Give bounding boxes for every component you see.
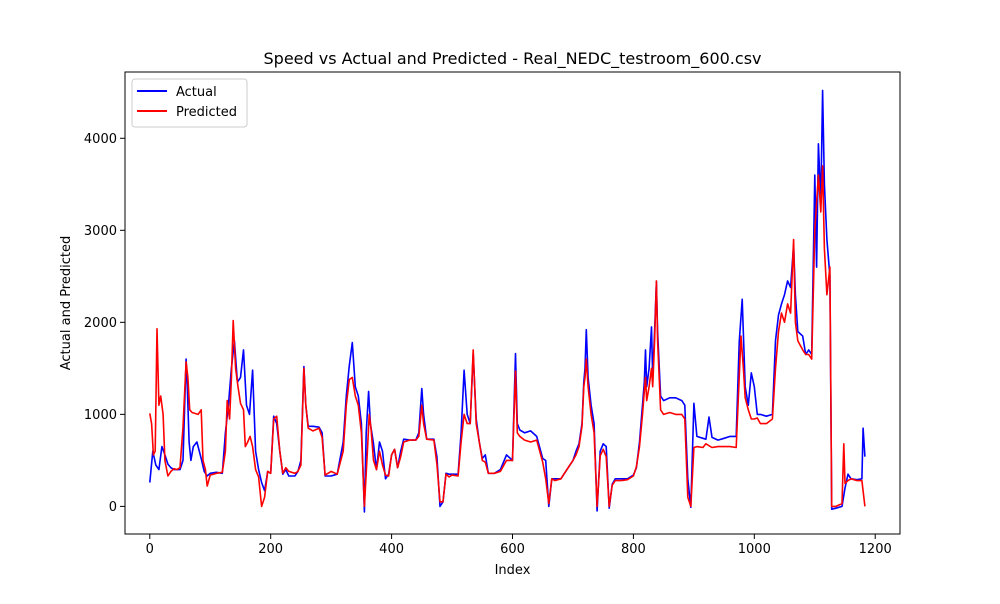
chart-title: Speed vs Actual and Predicted - Real_NED… <box>264 49 762 69</box>
y-axis-ticks: 0 1000 2000 3000 4000 <box>84 132 125 515</box>
x-tick-label: 600 <box>500 542 525 557</box>
y-tick-label: 4000 <box>84 132 117 147</box>
series-layer <box>149 89 866 513</box>
y-tick-label: 2000 <box>84 316 117 331</box>
x-tick-label: 1000 <box>738 542 771 557</box>
legend-label-actual: Actual <box>176 85 217 100</box>
x-axis-ticks: 0 200 400 600 800 1000 1200 <box>146 534 892 557</box>
y-tick-label: 0 <box>109 500 117 515</box>
x-tick-label: 1200 <box>859 542 892 557</box>
x-tick-label: 800 <box>621 542 646 557</box>
plot-area <box>125 72 900 534</box>
y-tick-label: 1000 <box>84 408 117 423</box>
x-tick-label: 0 <box>146 542 154 557</box>
x-tick-label: 200 <box>258 542 283 557</box>
series-line-actual <box>149 89 866 513</box>
y-axis-label: Actual and Predicted <box>59 236 74 370</box>
y-tick-label: 3000 <box>84 224 117 239</box>
legend-label-predicted: Predicted <box>176 105 237 120</box>
x-tick-label: 400 <box>379 542 404 557</box>
series-line-predicted <box>149 165 866 508</box>
x-axis-label: Index <box>495 563 531 578</box>
legend: Actual Predicted <box>131 78 248 128</box>
